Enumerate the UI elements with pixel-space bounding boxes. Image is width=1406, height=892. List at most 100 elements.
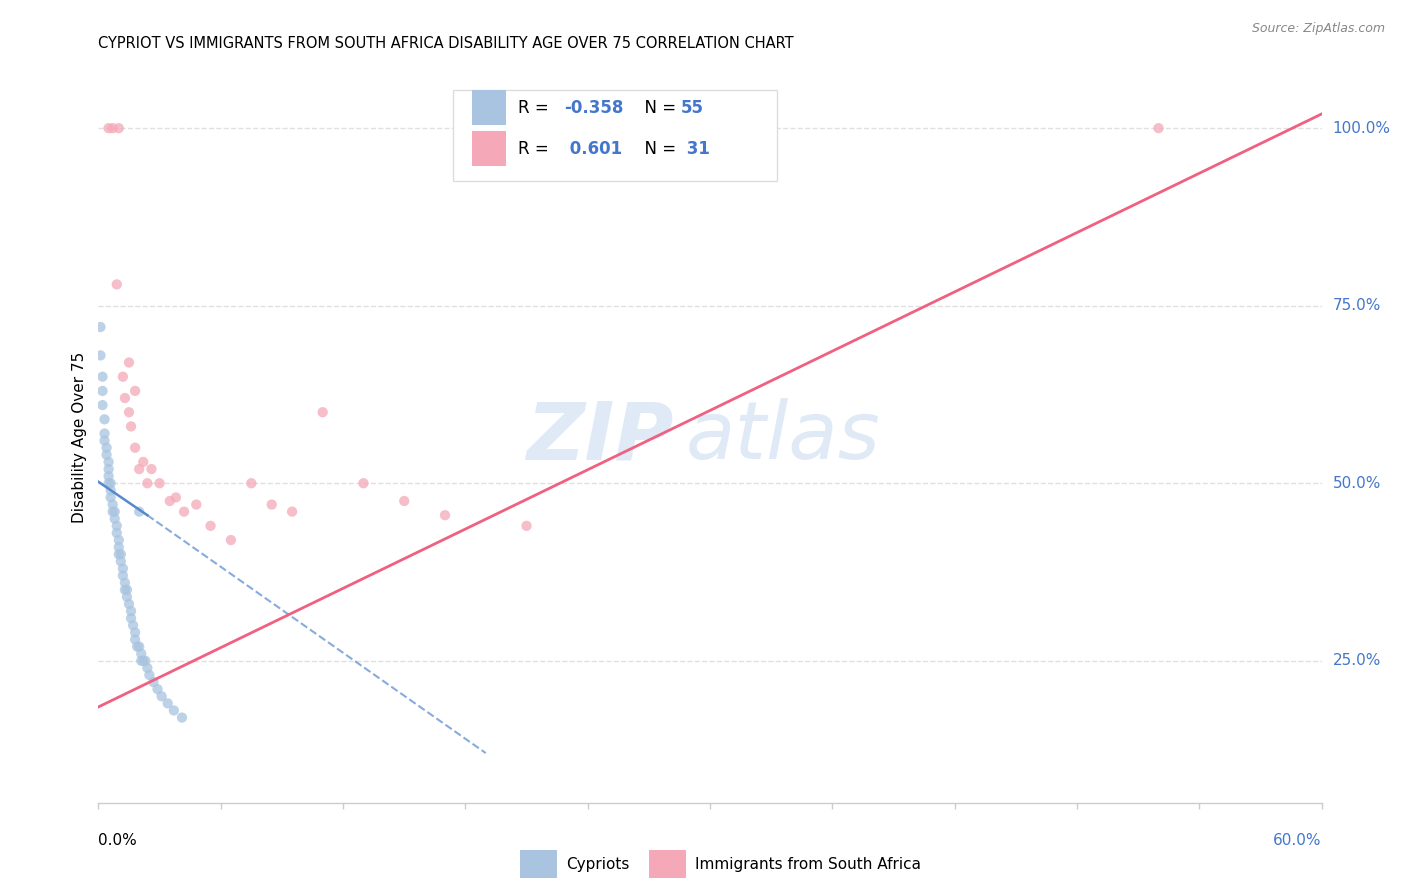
Point <box>93 434 115 448</box>
Point <box>97 469 120 483</box>
Point <box>104 505 127 519</box>
Point <box>108 533 131 547</box>
Text: Immigrants from South Africa: Immigrants from South Africa <box>696 856 921 871</box>
Point <box>120 604 142 618</box>
Text: N =: N = <box>634 99 682 117</box>
Point <box>100 476 122 491</box>
Point <box>124 384 146 398</box>
Text: 100.0%: 100.0% <box>1333 120 1391 136</box>
Point <box>136 476 159 491</box>
Point <box>219 533 242 547</box>
Point <box>165 491 187 505</box>
Point <box>516 519 538 533</box>
Bar <box>648 850 686 878</box>
Bar <box>471 90 506 125</box>
Point <box>132 455 155 469</box>
Point <box>312 405 335 419</box>
Point <box>108 121 131 136</box>
Point <box>101 498 124 512</box>
Point <box>150 690 173 704</box>
Text: 75.0%: 75.0% <box>1333 298 1381 313</box>
Point <box>352 476 374 491</box>
Text: 55: 55 <box>681 99 703 117</box>
Bar <box>520 850 557 878</box>
Point <box>434 508 457 523</box>
Point <box>114 582 136 597</box>
Point <box>156 697 179 711</box>
Point <box>105 519 128 533</box>
Point <box>96 441 118 455</box>
Point <box>100 483 122 498</box>
Text: -0.358: -0.358 <box>564 99 624 117</box>
Point <box>100 491 122 505</box>
Point <box>200 519 222 533</box>
Text: ZIP: ZIP <box>526 398 673 476</box>
Text: 50.0%: 50.0% <box>1333 475 1381 491</box>
Point <box>122 618 145 632</box>
Point <box>97 121 120 136</box>
Point <box>97 455 120 469</box>
FancyBboxPatch shape <box>453 90 778 181</box>
Point <box>96 448 118 462</box>
Text: Cypriots: Cypriots <box>565 856 628 871</box>
Point <box>186 498 208 512</box>
Point <box>128 462 150 476</box>
Point <box>120 419 142 434</box>
Text: R =: R = <box>517 140 554 158</box>
Point <box>138 668 160 682</box>
Text: CYPRIOT VS IMMIGRANTS FROM SOUTH AFRICA DISABILITY AGE OVER 75 CORRELATION CHART: CYPRIOT VS IMMIGRANTS FROM SOUTH AFRICA … <box>98 36 794 51</box>
Point <box>127 640 149 654</box>
Point <box>136 661 159 675</box>
Point <box>141 462 163 476</box>
Point <box>114 391 136 405</box>
Y-axis label: Disability Age Over 75: Disability Age Over 75 <box>72 351 87 523</box>
Point <box>142 675 165 690</box>
Bar <box>471 131 506 167</box>
Point <box>89 348 111 362</box>
Text: R =: R = <box>517 99 554 117</box>
Point <box>101 505 124 519</box>
Point <box>159 494 181 508</box>
Point <box>240 476 263 491</box>
Point <box>108 547 131 561</box>
Point <box>392 494 416 508</box>
Point <box>93 412 115 426</box>
Point <box>124 632 146 647</box>
Point <box>149 476 172 491</box>
Point <box>173 505 195 519</box>
Text: 25.0%: 25.0% <box>1333 653 1381 668</box>
Point <box>108 540 131 554</box>
Point <box>124 625 146 640</box>
Point <box>105 525 128 540</box>
Point <box>101 121 124 136</box>
Point <box>132 654 155 668</box>
Point <box>129 654 152 668</box>
Point <box>163 704 186 718</box>
Point <box>91 398 114 412</box>
Point <box>1147 121 1170 136</box>
Text: 31: 31 <box>681 140 710 158</box>
Point <box>124 441 146 455</box>
Point <box>110 554 132 568</box>
Point <box>104 512 127 526</box>
Point <box>128 505 150 519</box>
Point <box>115 590 138 604</box>
Point <box>89 320 111 334</box>
Point <box>170 710 193 724</box>
Point <box>114 575 136 590</box>
Point <box>128 640 150 654</box>
Point <box>111 568 134 582</box>
Point <box>118 597 141 611</box>
Text: atlas: atlas <box>686 398 880 476</box>
Point <box>115 582 138 597</box>
Point <box>146 682 169 697</box>
Point <box>91 369 114 384</box>
Point <box>97 462 120 476</box>
Point <box>129 647 152 661</box>
Point <box>97 476 120 491</box>
Point <box>134 654 156 668</box>
Point <box>118 405 141 419</box>
Point <box>281 505 304 519</box>
Point <box>91 384 114 398</box>
Point <box>111 561 134 575</box>
